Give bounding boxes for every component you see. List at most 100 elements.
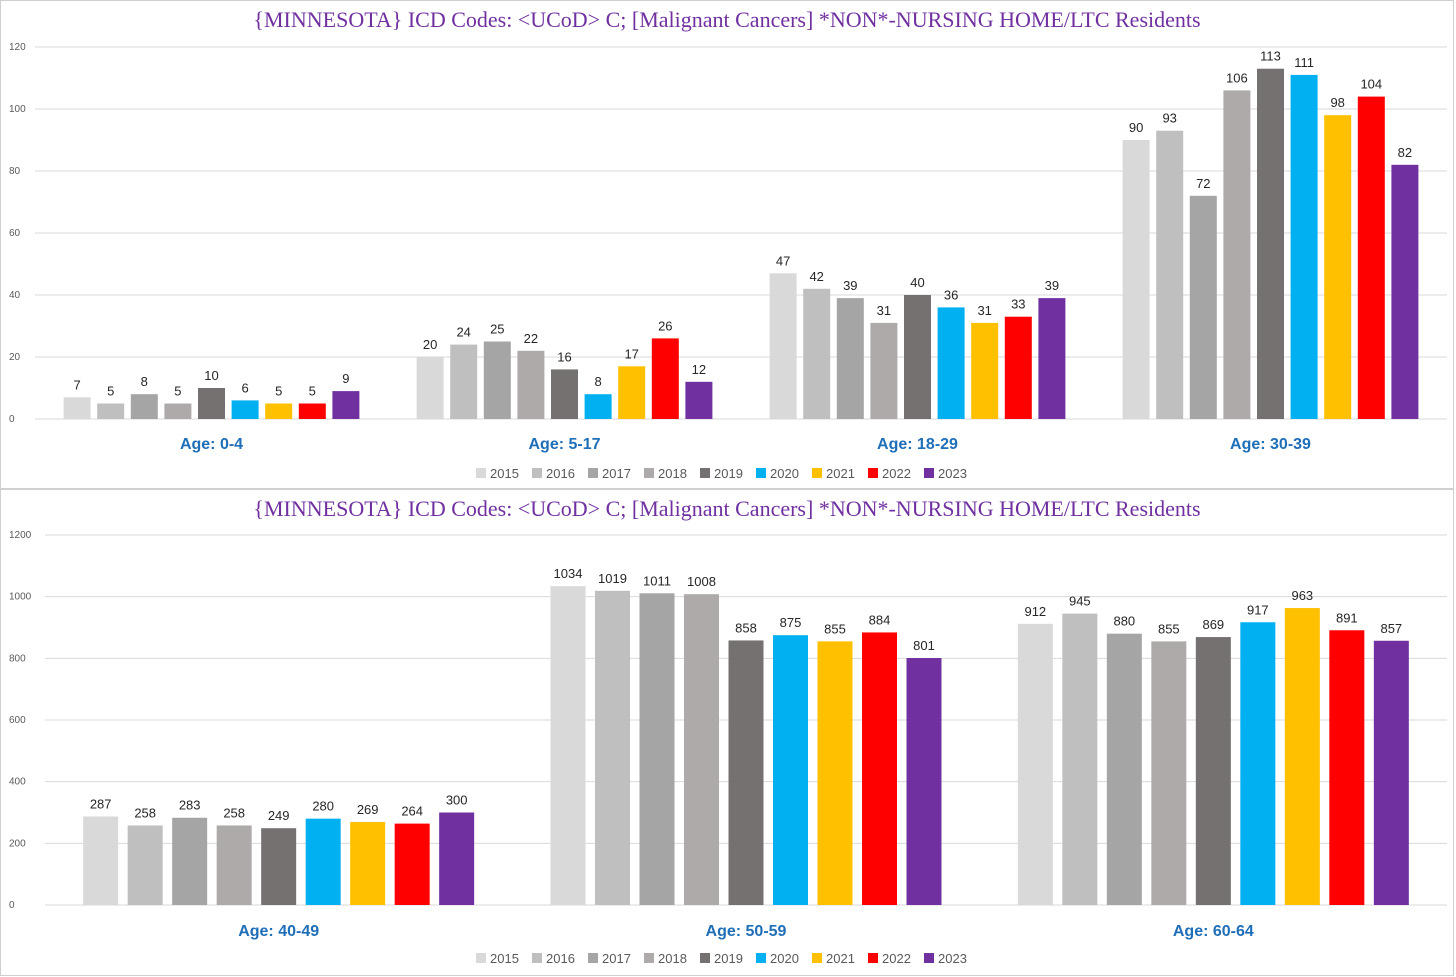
data-label: 39 <box>1045 278 1059 293</box>
data-label: 82 <box>1398 145 1412 160</box>
y-tick-label: 100 <box>9 104 26 115</box>
bar <box>817 641 853 905</box>
data-label: 93 <box>1162 111 1176 126</box>
data-label: 283 <box>179 798 201 813</box>
data-label: 9 <box>342 371 349 386</box>
data-label: 40 <box>910 275 924 290</box>
bar <box>261 828 297 905</box>
data-label: 5 <box>309 384 316 399</box>
data-label: 880 <box>1113 614 1135 629</box>
bar <box>416 357 444 419</box>
category-label: Age: 5-17 <box>528 436 600 453</box>
bar <box>1195 637 1231 905</box>
data-label: 25 <box>490 322 504 337</box>
category-label: Age: 30-39 <box>1230 436 1311 453</box>
legend-label: 2022 <box>882 466 911 481</box>
bar <box>728 640 764 905</box>
bar <box>517 350 545 419</box>
y-tick-label: 40 <box>9 290 21 301</box>
bar <box>450 344 478 419</box>
data-label: 917 <box>1247 602 1269 617</box>
data-label: 8 <box>141 374 148 389</box>
bar <box>332 391 360 419</box>
legend-swatch <box>644 468 654 478</box>
bar <box>127 825 163 905</box>
y-tick-label: 20 <box>9 352 21 363</box>
data-label: 5 <box>107 384 114 399</box>
bar-chart-2: 0 200 400 600 800 1000 1200 287 258 283 258 249 280 2… <box>9 530 1447 966</box>
legend-label: 2017 <box>602 951 631 966</box>
legend-swatch <box>756 468 766 478</box>
bar <box>394 823 430 905</box>
legend-label: 2019 <box>714 951 743 966</box>
data-label: 17 <box>624 346 638 361</box>
bar <box>164 403 192 419</box>
bar <box>685 381 713 419</box>
data-label: 22 <box>524 331 538 346</box>
category-label: Age: 60-64 <box>1173 923 1254 940</box>
data-label: 98 <box>1330 95 1344 110</box>
bar <box>803 288 831 419</box>
bar <box>1017 623 1053 905</box>
legend-label: 2019 <box>714 466 743 481</box>
data-label: 891 <box>1336 610 1358 625</box>
data-label: 855 <box>824 621 846 636</box>
data-label: 26 <box>658 318 672 333</box>
data-label: 90 <box>1129 120 1143 135</box>
data-label: 72 <box>1196 176 1210 191</box>
legend-label: 2018 <box>658 466 687 481</box>
bar <box>1223 90 1251 420</box>
bar <box>551 369 578 419</box>
bar <box>836 298 864 419</box>
bar <box>1391 164 1419 419</box>
bar <box>1106 633 1142 905</box>
data-label: 300 <box>446 793 468 808</box>
legend-swatch <box>476 953 486 963</box>
bar <box>1257 68 1284 419</box>
data-label: 857 <box>1380 621 1402 636</box>
bar <box>1329 630 1365 905</box>
y-tick-label: 600 <box>9 715 26 726</box>
bar <box>1357 96 1385 419</box>
legend-label: 2016 <box>546 466 575 481</box>
legend-swatch <box>812 953 822 963</box>
data-label: 104 <box>1360 77 1382 92</box>
bar <box>97 403 125 419</box>
legend-swatch <box>700 468 710 478</box>
data-label: 249 <box>268 808 290 823</box>
bar <box>198 388 225 419</box>
data-label: 1034 <box>554 566 583 581</box>
bar <box>550 586 586 905</box>
bar <box>130 394 158 419</box>
legend-swatch <box>588 468 598 478</box>
bar <box>1373 640 1409 905</box>
data-label: 258 <box>134 805 156 820</box>
data-label: 912 <box>1024 604 1046 619</box>
data-label: 1008 <box>687 574 716 589</box>
bar <box>651 338 679 419</box>
bar <box>305 818 341 905</box>
bar <box>216 825 252 905</box>
legend-swatch <box>756 953 766 963</box>
data-label: 20 <box>423 337 437 352</box>
bar <box>862 632 897 905</box>
chart-panel-1: {MINNESOTA} ICD Codes: <UCoD> C; [Malign… <box>0 0 1454 489</box>
bar <box>172 817 208 905</box>
bar <box>971 322 999 419</box>
data-label: 287 <box>90 797 112 812</box>
legend-label: 2018 <box>658 951 687 966</box>
legend-label: 2021 <box>826 466 855 481</box>
chart-title: {MINNESOTA} ICD Codes: <UCoD> C; [Malign… <box>253 7 1201 32</box>
category-label: Age: 18-29 <box>877 436 958 453</box>
data-label: 884 <box>869 612 891 627</box>
bar <box>595 590 630 905</box>
bar <box>83 816 119 905</box>
legend-label: 2017 <box>602 466 631 481</box>
data-label: 47 <box>776 253 790 268</box>
bar <box>906 658 942 905</box>
y-tick-label: 60 <box>9 228 21 239</box>
legend-swatch <box>532 468 542 478</box>
data-label: 7 <box>73 377 80 392</box>
bar <box>1062 613 1098 905</box>
